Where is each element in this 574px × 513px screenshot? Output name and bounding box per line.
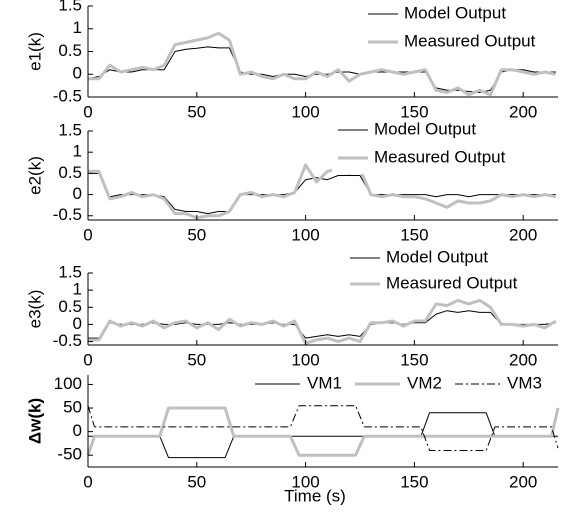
- legend-label: VM2: [407, 373, 442, 392]
- y-tick-label: 1: [73, 18, 82, 37]
- x-tick-label: 0: [83, 102, 92, 121]
- y-axis-label: e1(k): [25, 32, 44, 71]
- x-tick-label: 50: [187, 472, 206, 491]
- y-tick-label: 0.5: [58, 41, 82, 60]
- y-axis-label: e2(k): [25, 156, 44, 195]
- x-tick-label: 200: [509, 350, 537, 369]
- data-line: [88, 172, 556, 215]
- y-axis-label: e3(k): [25, 290, 44, 329]
- y-tick-label: 0.5: [58, 163, 82, 182]
- legend-label: VM1: [307, 373, 342, 392]
- y-tick-label: 0: [73, 421, 82, 440]
- data-line: [87, 405, 559, 451]
- x-tick-label: 0: [83, 472, 92, 491]
- legend-label: Model Output: [374, 119, 476, 138]
- x-tick-label: 100: [291, 472, 319, 491]
- x-tick-label: 200: [509, 225, 537, 244]
- data-line: [88, 31, 557, 97]
- y-tick-label: -0.5: [53, 86, 82, 105]
- x-tick-label: 150: [400, 350, 428, 369]
- x-tick-label: 150: [400, 102, 428, 121]
- data-line: [86, 406, 560, 457]
- y-tick-label: 1.5: [58, 0, 82, 14]
- y-tick-label: -0.5: [53, 205, 82, 224]
- legend-label: Model Output: [386, 247, 488, 266]
- y-tick-label: 0: [73, 184, 82, 203]
- x-tick-label: 100: [291, 350, 319, 369]
- x-tick-label: 200: [509, 102, 537, 121]
- y-axis-label: Δw(k): [25, 398, 44, 444]
- legend-label: VM3: [507, 373, 542, 392]
- y-tick-label: -50: [57, 445, 82, 464]
- x-tick-label: 50: [187, 225, 206, 244]
- legend-box: [362, 2, 558, 58]
- y-tick-label: 1: [73, 142, 82, 161]
- x-tick-label: 100: [291, 102, 319, 121]
- x-tick-label: 100: [291, 225, 319, 244]
- x-tick-label: 50: [187, 102, 206, 121]
- data-line: [88, 298, 557, 345]
- x-tick-label: 0: [83, 350, 92, 369]
- x-tick-label: 50: [187, 350, 206, 369]
- legend-box: [332, 118, 558, 174]
- data-line: [88, 412, 558, 459]
- x-tick-label: 150: [400, 225, 428, 244]
- y-tick-label: 1.5: [58, 262, 82, 281]
- data-line: [88, 163, 557, 220]
- y-tick-label: 0.5: [58, 297, 82, 316]
- x-tick-label: 0: [83, 225, 92, 244]
- legend-box: [344, 246, 558, 298]
- y-tick-label: -0.5: [53, 331, 82, 350]
- x-axis-label: Time (s): [284, 486, 346, 505]
- y-tick-label: 0: [73, 64, 82, 83]
- y-tick-label: 50: [63, 398, 82, 417]
- legend-label: Measured Output: [386, 273, 518, 292]
- y-tick-label: 100: [54, 374, 82, 393]
- x-tick-label: 150: [400, 472, 428, 491]
- legend-label: Model Output: [404, 3, 506, 22]
- legend-label: Measured Output: [374, 147, 506, 166]
- legend-label: Measured Output: [404, 31, 536, 50]
- y-tick-label: 1: [73, 280, 82, 299]
- y-tick-label: 0: [73, 314, 82, 333]
- y-tick-label: 1.5: [58, 120, 82, 139]
- x-tick-label: 200: [509, 472, 537, 491]
- data-line: [88, 310, 556, 339]
